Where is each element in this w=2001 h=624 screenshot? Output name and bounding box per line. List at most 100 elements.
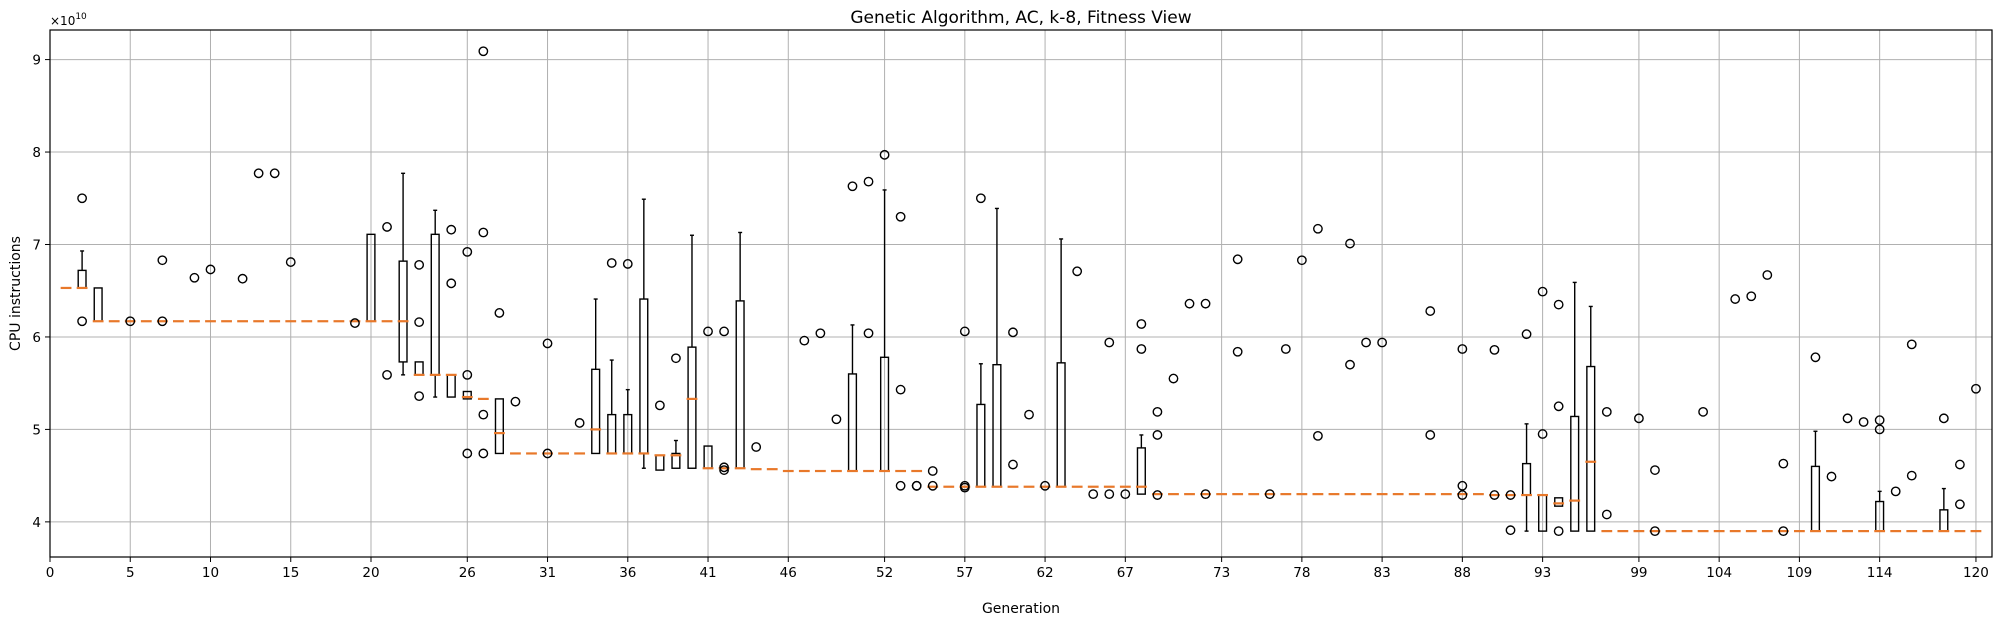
outlier-point <box>1489 344 1500 355</box>
box-plot-generation-29 <box>510 396 521 455</box>
box-plot-generation-94 <box>1553 299 1565 537</box>
outlier-point <box>1971 383 1981 394</box>
outlier-point <box>1232 346 1243 357</box>
box-plots <box>60 46 1982 537</box>
box-plot-generation-91 <box>1505 490 1516 536</box>
outlier-point <box>478 448 489 459</box>
outlier-point <box>189 272 200 283</box>
outlier-point <box>1746 291 1757 302</box>
outlier-point <box>1264 489 1275 500</box>
box-plot-generation-36 <box>622 259 634 455</box>
box-plot-generation-105 <box>1729 294 1741 533</box>
box-plot-generation-64 <box>1071 266 1083 488</box>
outlier-point <box>911 480 922 491</box>
outlier-point <box>1457 344 1468 354</box>
outlier-point <box>1136 319 1147 329</box>
box-plot-generation-27 <box>477 46 489 459</box>
box-plot-generation-70 <box>1168 373 1179 496</box>
box-plot-generation-57 <box>959 326 971 493</box>
box-plot-generation-120 <box>1970 383 1982 533</box>
box-plot-generation-72 <box>1200 298 1211 500</box>
outlier-point <box>77 193 87 204</box>
outlier-point <box>1457 490 1468 500</box>
outlier-point <box>1280 344 1291 354</box>
outlier-point <box>269 168 280 179</box>
box-plot-generation-108 <box>1777 458 1789 537</box>
box-plot-generation-25 <box>445 224 457 398</box>
outlier-point <box>1634 413 1644 424</box>
box <box>591 368 601 455</box>
x-tick-label: 5 <box>126 565 135 581</box>
outlier-point <box>622 259 633 269</box>
outlier-point <box>719 326 729 337</box>
box-plot-generation-110 <box>1810 352 1821 533</box>
outlier-point <box>1858 417 1869 427</box>
box-plot-generation-12 <box>237 273 248 323</box>
box-plot-generation-71 <box>1184 298 1195 496</box>
box-plot-generation-5 <box>124 316 136 327</box>
x-axis-ticks: 0 5 10 15 20 26 31 36 41 46 52 57 62 67 73 78 83 88 93 99 10… <box>46 557 1989 581</box>
box-plot-generation-96 <box>1585 305 1597 532</box>
outlier-point <box>1650 465 1660 475</box>
box <box>687 346 697 469</box>
box-plot-generation-60 <box>1007 327 1019 488</box>
outlier-point <box>1313 430 1323 441</box>
outlier-point <box>1024 409 1034 420</box>
outlier-point <box>895 480 906 491</box>
outlier-point <box>1505 490 1516 500</box>
outlier-point <box>1200 298 1211 309</box>
outlier-point <box>414 259 425 270</box>
box-plot-generation-111 <box>1826 471 1837 533</box>
outlier-point <box>1168 373 1179 384</box>
box-plot-generation-68 <box>1135 319 1147 495</box>
outlier-point <box>847 181 858 192</box>
outlier-point <box>574 418 585 428</box>
outlier-point <box>703 326 713 337</box>
box <box>1136 447 1146 495</box>
outlier-point <box>1505 525 1516 536</box>
outlier-point <box>1152 490 1163 500</box>
box-plot-generation-78 <box>1296 255 1308 496</box>
outlier-point <box>414 317 425 328</box>
box <box>398 260 408 363</box>
box-plot-generation-119 <box>1954 459 1966 533</box>
outlier-point <box>382 369 392 380</box>
x-tick-label: 57 <box>956 565 973 581</box>
box-plot-generation-86 <box>1424 306 1436 496</box>
box-plot-generation-41 <box>702 326 714 470</box>
x-tick-label: 0 <box>46 565 55 581</box>
box-plot-generation-66 <box>1103 337 1115 500</box>
box-plot-generation-83 <box>1376 337 1388 496</box>
x-tick-label: 15 <box>282 565 299 581</box>
box-plot-generation-52 <box>879 149 890 473</box>
x-axis-label: Generation <box>982 601 1060 617</box>
outlier-point <box>1650 526 1660 537</box>
y-axis-label: CPU instructions <box>8 236 24 351</box>
box-plot-generation-26 <box>461 246 473 459</box>
outlier-point <box>1152 406 1163 417</box>
box-plot-generation-37 <box>638 198 650 469</box>
box-plot-generation-39 <box>670 353 682 469</box>
outlier-point <box>1906 339 1917 350</box>
outlier-point <box>414 391 425 402</box>
box-plot-generation-77 <box>1280 344 1292 496</box>
x-tick-label: 46 <box>780 565 797 581</box>
outlier-point <box>863 328 874 339</box>
box-plot-generation-103 <box>1697 406 1709 533</box>
box-plot-generation-51 <box>863 176 874 473</box>
box-plot-generation-115 <box>1890 486 1902 533</box>
x-tick-label: 114 <box>1867 565 1893 581</box>
outlier-point <box>382 222 392 232</box>
box-plot-generation-82 <box>1360 337 1372 496</box>
outlier-point <box>446 224 457 235</box>
x-tick-label: 20 <box>362 565 379 581</box>
outlier-point <box>1008 459 1018 470</box>
box-plot-generation-20 <box>365 233 377 323</box>
outlier-point <box>462 246 473 257</box>
outlier-point <box>799 335 810 346</box>
box-plot-generation-93 <box>1537 286 1549 532</box>
outlier-point <box>1377 337 1388 348</box>
outlier-point <box>1553 526 1564 537</box>
outlier-point <box>1120 489 1131 500</box>
